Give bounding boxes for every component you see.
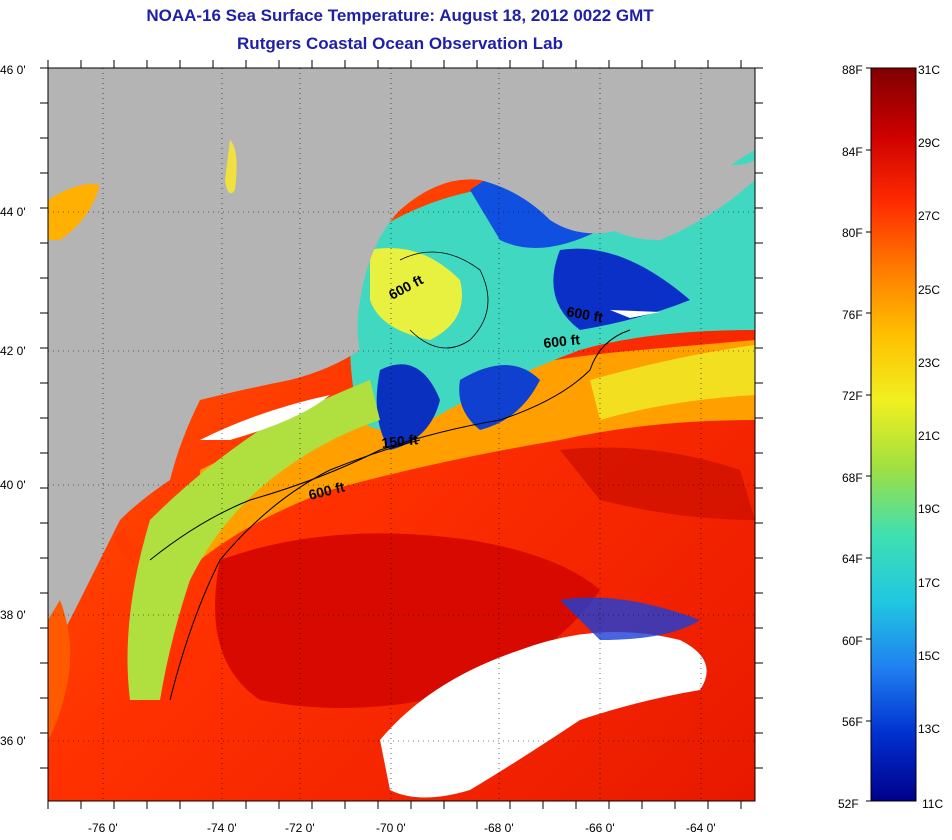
coastal-shelf-water	[127, 380, 380, 700]
colorbar-fahrenheit-label: 72F	[842, 389, 863, 403]
map-subtitle: Rutgers Coastal Ocean Observation Lab	[237, 34, 563, 53]
cloud-streak	[610, 310, 660, 318]
colorbar-fahrenheit-label: 60F	[842, 634, 863, 648]
map-grid	[48, 67, 755, 801]
cloud-edge-cold	[560, 597, 700, 640]
temperature-colorbar	[870, 67, 917, 802]
delaware-bay	[115, 530, 132, 560]
slope-yellow-water	[590, 345, 755, 420]
colorbar-celsius-label: 23C	[918, 356, 940, 370]
colorbar-celsius-label: 21C	[918, 429, 940, 443]
colorbar-celsius-label: 11C	[922, 797, 943, 811]
map-ticks	[40, 60, 763, 809]
cold-patch	[459, 365, 540, 430]
colorbar-celsius-label: 13C	[918, 722, 940, 736]
map-area	[48, 68, 755, 801]
land-mass	[48, 68, 755, 660]
lon-label: -66 0'	[585, 821, 615, 835]
lon-label: -74 0'	[207, 821, 237, 835]
lon-label: -76 0'	[88, 821, 118, 835]
isobath-gulf-of-maine	[399, 251, 489, 349]
lon-label: -64 0'	[686, 821, 716, 835]
isobath-150ft	[169, 439, 421, 701]
colorbar-celsius-label: 25C	[918, 283, 940, 297]
lat-label: 46 0'	[0, 63, 26, 77]
colorbar-celsius-label: 17C	[918, 576, 940, 590]
colorbar-celsius-label: 15C	[918, 649, 940, 663]
lat-label: 36 0'	[0, 734, 26, 748]
colorbar-celsius-label: 19C	[918, 502, 940, 516]
contour-label: 600 ft	[565, 303, 604, 325]
inland-lake	[225, 140, 237, 194]
map-frame	[47, 67, 756, 802]
colorbar-fahrenheit-label: 52F	[838, 797, 859, 811]
colorbar-fahrenheit-label: 76F	[842, 308, 863, 322]
colorbar-celsius-label: 31C	[918, 63, 940, 77]
georges-bank-cold-water	[553, 248, 690, 330]
contour-label: 150 ft	[381, 431, 419, 451]
colorbar-fahrenheit-label: 88F	[842, 63, 863, 77]
colorbar-celsius-label: 27C	[918, 209, 940, 223]
colorbar-fahrenheit-label: 84F	[842, 145, 863, 159]
lat-label: 40 0'	[0, 478, 26, 492]
colorbar-celsius-label: 29C	[918, 136, 940, 150]
colorbar-ticks	[866, 67, 871, 802]
contour-label: 600 ft	[543, 331, 581, 351]
lat-label: 38 0'	[0, 608, 26, 622]
lon-label: -68 0'	[484, 821, 514, 835]
map-title: NOAA-16 Sea Surface Temperature: August …	[146, 6, 654, 25]
warm-eddy	[560, 447, 755, 520]
lat-label: 42 0'	[0, 344, 26, 358]
long-island-sound-cloud	[200, 395, 330, 440]
lat-label: 44 0'	[0, 205, 26, 219]
cloud-patch-south	[380, 632, 707, 798]
chesapeake-bay	[48, 600, 71, 740]
nantucket-shoals-cold-water	[376, 364, 440, 450]
colorbar-fahrenheit-label: 80F	[842, 226, 863, 240]
colorbar-fahrenheit-label: 68F	[842, 471, 863, 485]
nova-scotia-land	[593, 148, 755, 240]
lon-label: -72 0'	[285, 821, 315, 835]
gulf-of-maine-yellow	[370, 248, 462, 340]
colorbar-fahrenheit-label: 64F	[842, 552, 863, 566]
isobath-600ft	[149, 329, 631, 561]
lon-label: -70 0'	[376, 821, 406, 835]
colorbar-fahrenheit-label: 56F	[842, 715, 863, 729]
